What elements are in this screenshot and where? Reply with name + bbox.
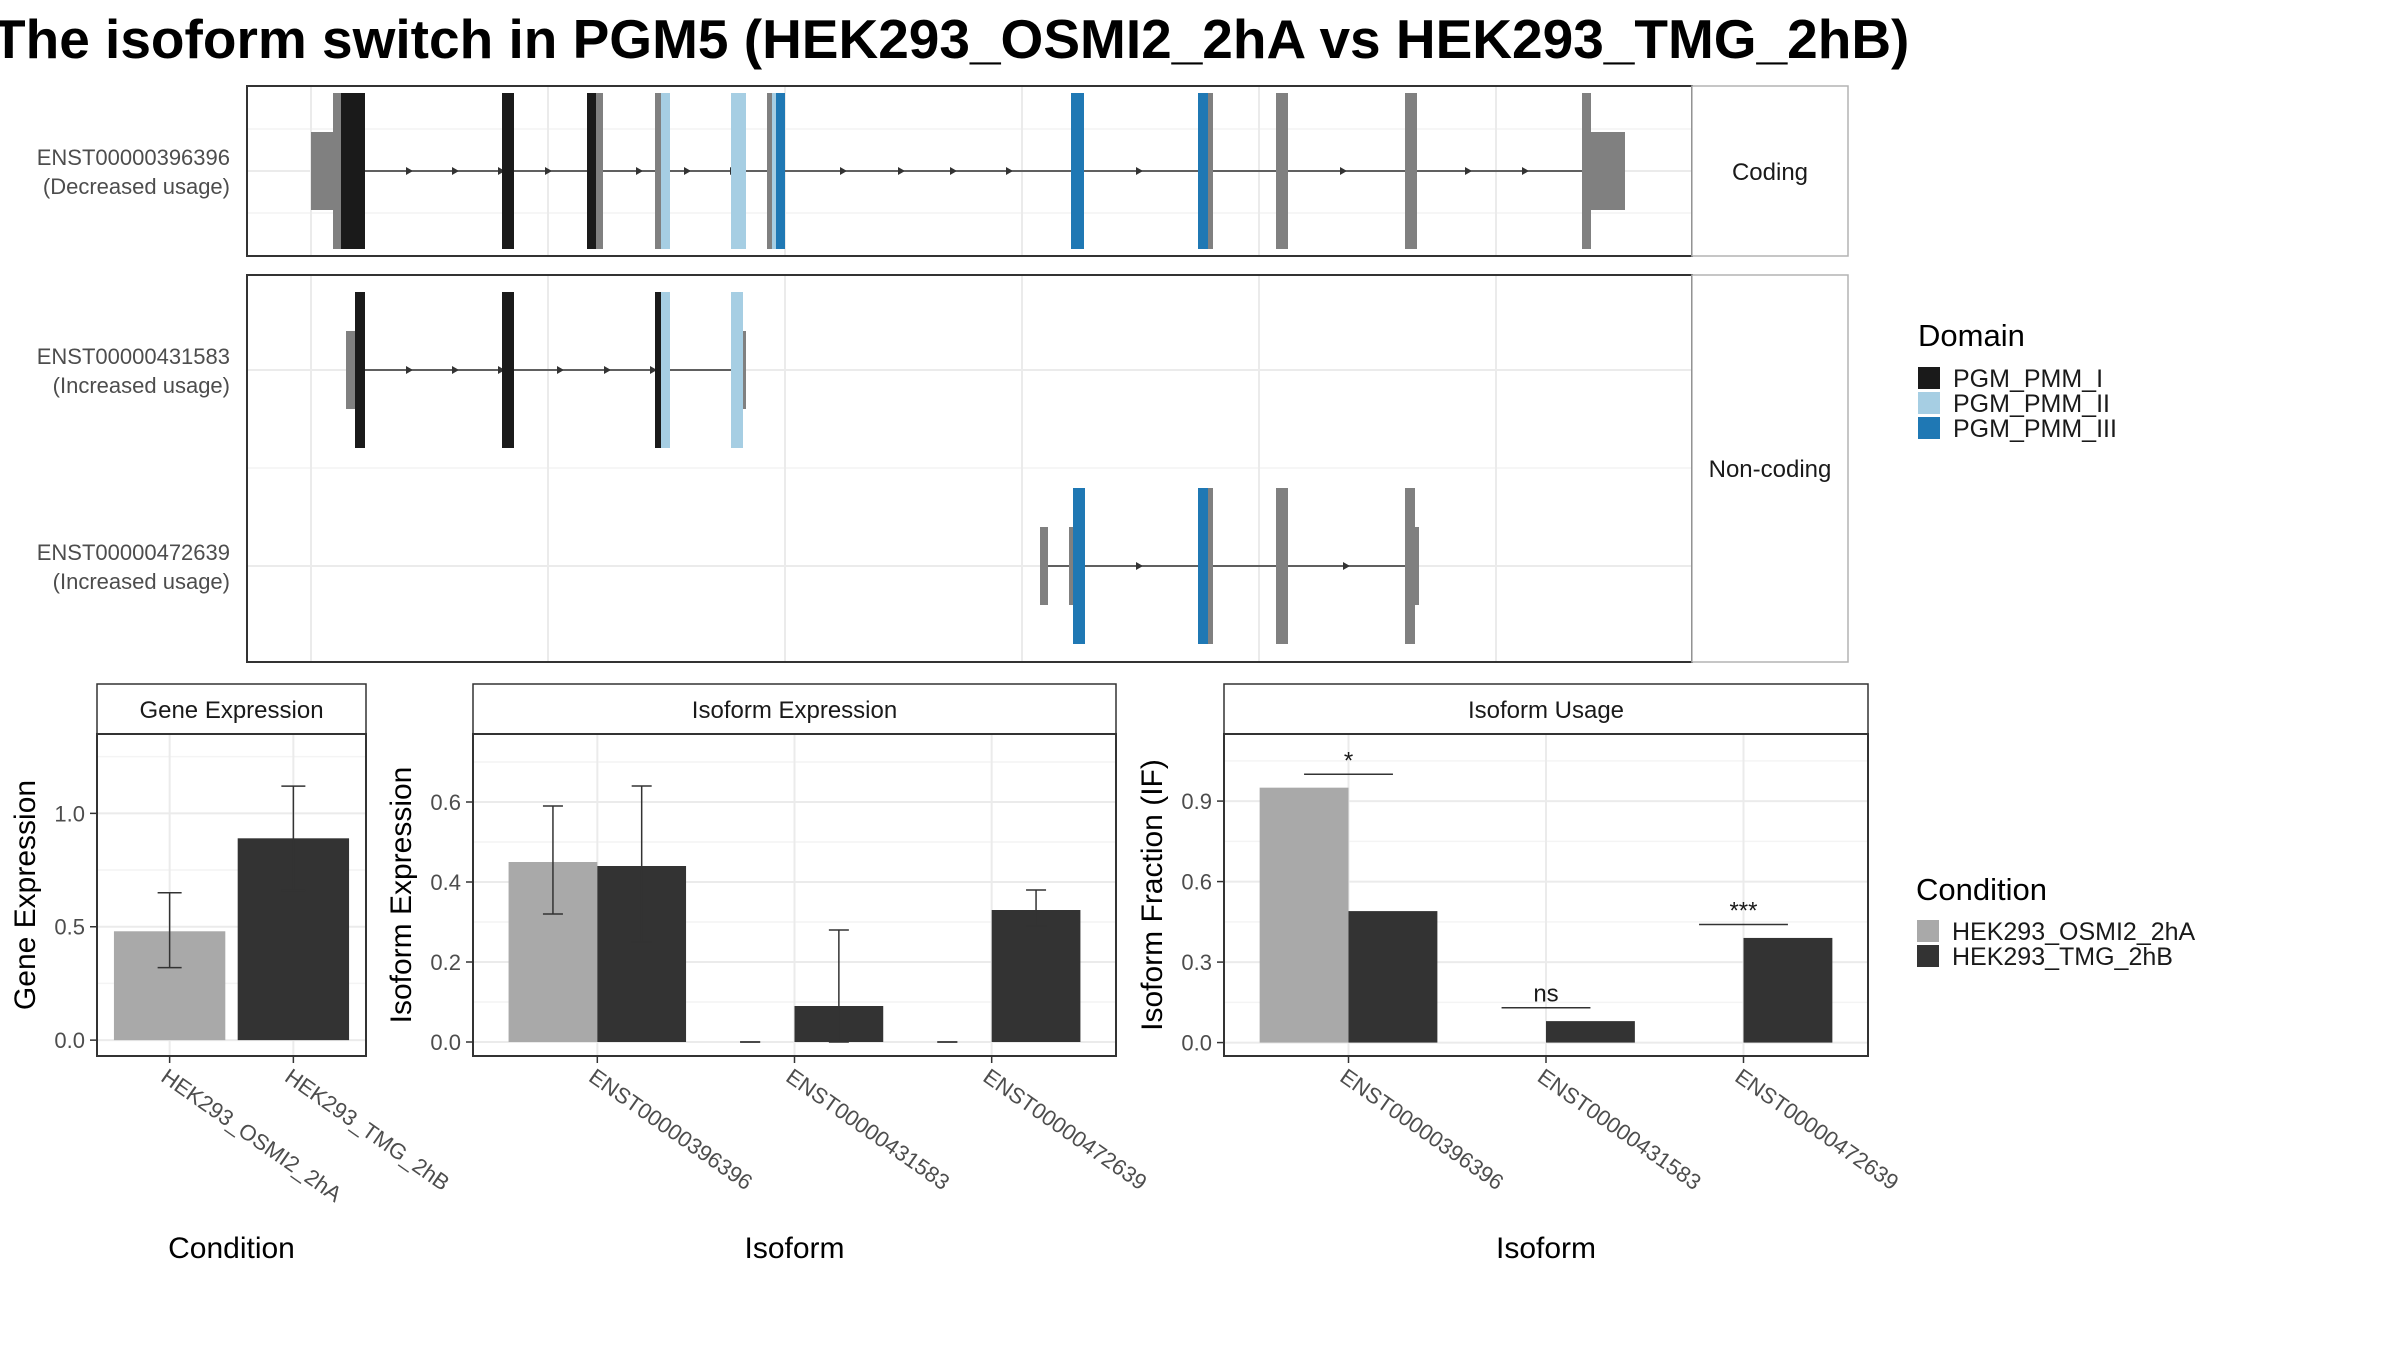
intron-arrows-3 <box>1136 562 1350 570</box>
xtick-2-1: ENST00000431583 <box>782 1064 955 1195</box>
legend-swatch-pgm-pmm-iii <box>1918 417 1940 439</box>
facet-strip-coding <box>1691 85 1849 257</box>
transcript-usage-2: (Increased usage) <box>53 373 230 398</box>
ylabel-3: Isoform Fraction (IF) <box>1136 759 1169 1031</box>
xlabel-1: Condition <box>168 1232 295 1265</box>
chart-panel-1 <box>96 733 367 1057</box>
legend-swatch-tmg <box>1917 945 1939 967</box>
chart-title-2: Isoform Expression <box>692 697 897 724</box>
ylabel-1: Gene Expression <box>9 780 42 1010</box>
chart-strip-2 <box>472 683 1117 735</box>
svg-text:*: * <box>1344 747 1353 774</box>
transcript-label-1: ENST00000396396 <box>37 145 230 170</box>
xtick-2-0: ENST00000396396 <box>584 1064 757 1195</box>
bar-charts: Gene Expression0.00.51.0HEK293_OSMI2_2hA… <box>9 683 1904 1265</box>
xlabel-2: Isoform <box>744 1232 844 1265</box>
bar-HEK293_TMG_2hB-ENST00000396396 <box>1348 911 1438 1043</box>
ytick-2-0: 0.0 <box>430 1030 461 1055</box>
figure-title: The isoform switch in PGM5 (HEK293_OSMI2… <box>0 8 1909 70</box>
bar-HEK293_TMG_2hB-ENST00000431583 <box>1546 1021 1635 1043</box>
errorbar-HEK293_OSMI2_2hA <box>157 891 182 969</box>
structure-section: Coding Non-coding ENST00000396396 (Decre… <box>37 85 1849 663</box>
errorbar-HEK293_TMG_2hB-ENST00000472639 <box>1026 889 1047 927</box>
domain-legend-title: Domain <box>1918 318 2025 353</box>
legend-swatch-osmi2 <box>1917 920 1939 942</box>
xtick-3-0: ENST00000396396 <box>1336 1064 1509 1195</box>
xtick-3-2: ENST00000472639 <box>1731 1064 1904 1195</box>
transcript-ENST00000472639 <box>1040 488 1419 644</box>
ytick-3-0: 0.0 <box>1181 1031 1212 1056</box>
errorbar-HEK293_OSMI2_2hA-ENST00000396396 <box>542 805 563 915</box>
condition-legend: Condition HEK293_OSMI2_2hA HEK293_TMG_2h… <box>1916 872 2196 971</box>
ytick-1-1: 0.5 <box>54 915 85 940</box>
condition-legend-title: Condition <box>1916 872 2047 907</box>
transcript-ENST00000431583 <box>346 292 746 448</box>
transcript-usage-3: (Increased usage) <box>53 569 230 594</box>
significance-ENST00000396396: * <box>1304 747 1393 775</box>
facet-strip-noncoding <box>1691 274 1849 663</box>
chart-title-1: Gene Expression <box>139 697 323 724</box>
svg-text:ns: ns <box>1533 981 1558 1008</box>
ytick-3-2: 0.6 <box>1181 870 1212 895</box>
chart-3: Isoform Usage * ns *** 0.0 0.3 0.6 0.9 ENST00000… <box>1136 683 1904 1265</box>
legend-swatch-pgm-pmm-ii <box>1918 392 1940 414</box>
xtick-3-1: ENST00000431583 <box>1533 1064 1706 1195</box>
transcript-usage-1: (Decreased usage) <box>43 174 230 199</box>
legend-swatch-pgm-pmm-i <box>1918 367 1940 389</box>
legend-label-tmg: HEK293_TMG_2hB <box>1952 943 2173 971</box>
xtick-2-2: ENST00000472639 <box>979 1064 1152 1195</box>
bar-HEK293_OSMI2_2hA-ENST00000396396 <box>1259 787 1349 1043</box>
transcript-label-2: ENST00000431583 <box>37 344 230 369</box>
legend-label-pgm-pmm-iii: PGM_PMM_III <box>1953 415 2117 443</box>
legend-label-osmi2: HEK293_OSMI2_2hA <box>1952 918 2196 946</box>
xlabel-3: Isoform <box>1496 1232 1596 1265</box>
chart-2: Isoform Expression 0.0 0.2 0.4 0.6 ENST000003… <box>385 683 1152 1265</box>
significance-ENST00000472639: *** <box>1699 898 1788 926</box>
errorbar-HEK293_TMG_2hB-ENST00000396396 <box>631 785 652 943</box>
legend-label-pgm-pmm-ii: PGM_PMM_II <box>1953 390 2110 418</box>
domain-legend: Domain PGM_PMM_I PGM_PMM_II PGM_PMM_III <box>1918 318 2117 443</box>
errorbar-HEK293_TMG_2hB-ENST00000431583 <box>828 929 849 1043</box>
facet-label-noncoding: Non-coding <box>1709 456 1832 483</box>
ytick-2-1: 0.2 <box>430 950 461 975</box>
transcript-label-3: ENST00000472639 <box>37 540 230 565</box>
ytick-3-3: 0.9 <box>1181 789 1212 814</box>
ytick-3-1: 0.3 <box>1181 950 1212 975</box>
transcript-ENST00000396396 <box>311 93 1625 249</box>
ylabel-2: Isoform Expression <box>385 767 418 1024</box>
ytick-1-2: 1.0 <box>54 801 85 826</box>
legend-label-pgm-pmm-i: PGM_PMM_I <box>1953 365 2103 393</box>
facet-label-coding: Coding <box>1732 159 1808 186</box>
significance-ENST00000431583: ns <box>1501 981 1591 1009</box>
ytick-1-0: 0.0 <box>54 1028 85 1053</box>
chart-title-3: Isoform Usage <box>1468 697 1624 724</box>
errorbar-HEK293_TMG_2hB <box>281 785 306 892</box>
ytick-2-2: 0.4 <box>430 870 461 895</box>
structure-gridlines-noncoding <box>247 275 1692 662</box>
svg-text:***: *** <box>1729 898 1757 925</box>
bar-HEK293_TMG_2hB-ENST00000472639 <box>1743 937 1833 1043</box>
chart-strip-1 <box>96 683 367 735</box>
intron-arrows-2 <box>406 366 657 374</box>
chart-strip-3 <box>1223 683 1869 735</box>
ytick-2-3: 0.6 <box>430 790 461 815</box>
bar-HEK293_TMG_2hB-ENST00000472639 <box>991 910 1081 1042</box>
